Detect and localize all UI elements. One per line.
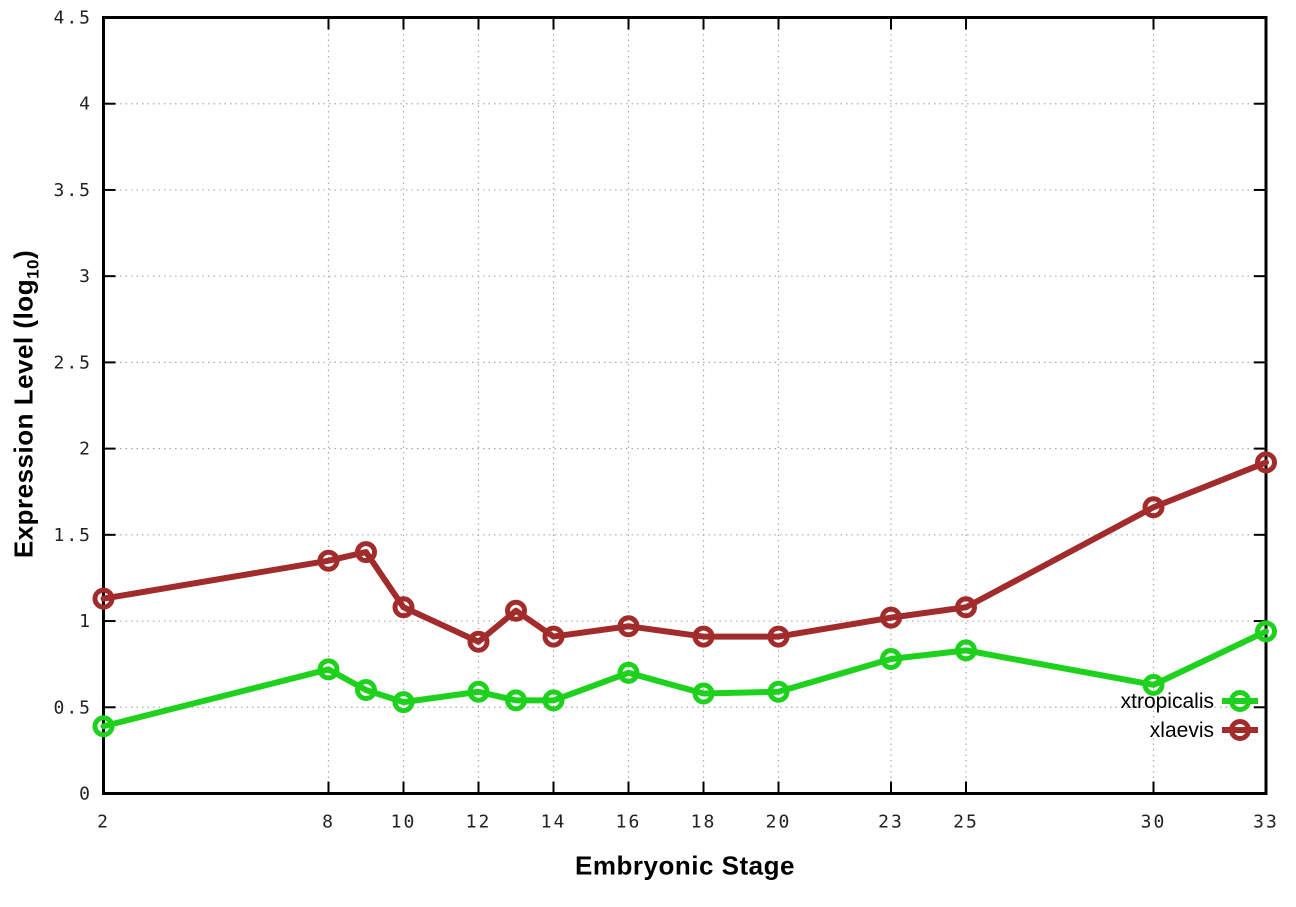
data-point-marker xyxy=(505,689,527,712)
legend: xtropicalis xlaevis xyxy=(1121,690,1258,742)
y-tick-label: 4.5 xyxy=(53,8,92,29)
data-point-marker xyxy=(692,625,715,648)
y-tick-label: 3 xyxy=(79,266,92,287)
y-tick-label: 2.5 xyxy=(53,352,92,373)
x-tick-label: 16 xyxy=(616,811,642,832)
x-tick-label: 33 xyxy=(1253,811,1279,832)
legend-entry-xtropicalis: xtropicalis xyxy=(1121,690,1258,713)
axis-ticks: 2 8 10 12 14 16 18 20 23 25 30 33 0 0.5 1 1.5 2 2.5 3 3.5 4 4… xyxy=(53,8,1279,833)
data-point-marker xyxy=(392,596,415,619)
x-tick-label: 23 xyxy=(878,811,904,832)
data-point-marker xyxy=(467,630,490,653)
x-tick-label: 14 xyxy=(541,811,567,832)
data-point-marker xyxy=(692,682,715,705)
x-tick-label: 25 xyxy=(953,811,979,832)
data-point-marker xyxy=(355,541,377,564)
data-point-marker xyxy=(767,680,790,703)
y-tick-label: 1.5 xyxy=(53,525,92,546)
data-point-marker xyxy=(1142,673,1165,696)
data-point-marker xyxy=(355,679,377,702)
data-point-marker xyxy=(1255,451,1277,474)
x-tick-label: 8 xyxy=(322,811,335,832)
data-point-marker xyxy=(955,639,977,662)
x-axis-title: Embryonic Stage xyxy=(575,850,795,881)
data-point-marker xyxy=(92,715,115,738)
data-point-marker xyxy=(1142,496,1165,519)
data-point-marker xyxy=(542,625,565,648)
y-tick-label: 1 xyxy=(79,611,92,632)
series-xlaevis xyxy=(92,451,1277,653)
data-point-marker xyxy=(542,689,565,712)
y-tick-label: 3.5 xyxy=(53,180,92,201)
gridlines xyxy=(103,17,1266,794)
data-point-marker xyxy=(955,596,977,619)
legend-label: xtropicalis xyxy=(1121,690,1214,713)
data-point-marker xyxy=(880,647,902,670)
x-tick-label: 12 xyxy=(466,811,492,832)
x-tick-label: 2 xyxy=(97,811,110,832)
y-tick-label: 2 xyxy=(79,439,92,460)
data-point-marker xyxy=(1255,620,1277,643)
legend-entry-xlaevis: xlaevis xyxy=(1150,719,1258,742)
x-tick-label: 10 xyxy=(391,811,417,832)
series-line xyxy=(100,459,1269,645)
data-point-marker xyxy=(317,549,340,572)
data-point-marker xyxy=(617,615,640,638)
data-point-marker xyxy=(317,658,340,681)
legend-sample-marker xyxy=(1229,690,1251,712)
y-axis-title: Expression Level (log10) xyxy=(8,249,43,559)
data-point-marker xyxy=(617,661,640,684)
data-point-marker xyxy=(92,587,115,610)
data-point-marker xyxy=(392,691,415,714)
x-tick-label: 18 xyxy=(691,811,717,832)
plot-border xyxy=(102,16,1268,795)
y-tick-label: 4 xyxy=(79,94,92,115)
y-tick-label: 0.5 xyxy=(53,697,92,718)
data-point-marker xyxy=(767,625,790,648)
data-point-marker xyxy=(467,680,490,703)
legend-label: xlaevis xyxy=(1150,719,1214,742)
x-tick-label: 30 xyxy=(1141,811,1167,832)
data-point-marker xyxy=(505,599,527,622)
y-tick-label: 0 xyxy=(79,784,92,805)
series-line xyxy=(100,628,1269,730)
series-xtropicalis xyxy=(92,620,1277,738)
data-point-marker xyxy=(880,606,902,629)
legend-sample-marker xyxy=(1229,719,1251,741)
x-tick-label: 20 xyxy=(766,811,792,832)
